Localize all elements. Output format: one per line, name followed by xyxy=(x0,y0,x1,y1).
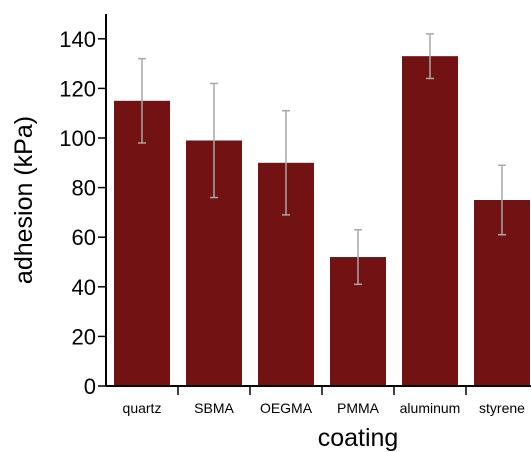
bars-group xyxy=(114,56,530,387)
x-tick-label-SBMA: SBMA xyxy=(194,400,234,416)
y-tick-label-0: 0 xyxy=(84,374,96,399)
error-bars-group xyxy=(138,33,506,286)
y-tick-label-20: 20 xyxy=(72,324,96,349)
y-tick-label-120: 120 xyxy=(59,76,96,101)
x-tick-label-OEGMA: OEGMA xyxy=(260,400,313,416)
y-axis-title: adhesion (kPa) xyxy=(10,116,38,284)
y-tick-label-60: 60 xyxy=(72,225,96,250)
bar-quartz xyxy=(114,100,170,387)
y-ticks-group: 0 20 40 60 80 100 120 140 xyxy=(59,27,106,399)
x-axis-title: coating xyxy=(318,424,399,452)
x-tick-label-PMMA: PMMA xyxy=(337,400,380,416)
y-tick-label-140: 140 xyxy=(59,27,96,52)
x-ticks-group: quartz SBMA OEGMA PMMA aluminum styrene xyxy=(123,386,525,416)
x-tick-label-quartz: quartz xyxy=(123,400,162,416)
y-tick-label-40: 40 xyxy=(72,275,96,300)
x-tick-label-aluminum: aluminum xyxy=(400,400,461,416)
y-tick-label-100: 100 xyxy=(59,126,96,151)
x-tick-label-styrene: styrene xyxy=(479,400,525,416)
bar-aluminum xyxy=(402,56,458,386)
y-tick-label-80: 80 xyxy=(72,176,96,201)
